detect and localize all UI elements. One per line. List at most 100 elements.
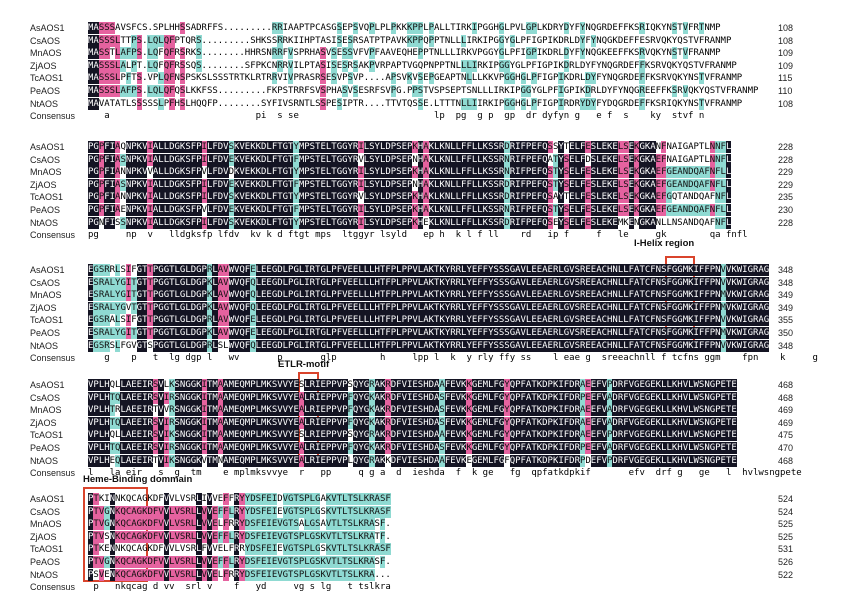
residue: K [439, 289, 445, 302]
residue: V [163, 493, 170, 505]
residue: E [547, 327, 553, 339]
residue: N [455, 98, 462, 109]
residue: A [217, 276, 224, 289]
residue: G [282, 530, 289, 543]
residue: E [536, 276, 543, 289]
residue: G [747, 314, 753, 327]
residue: A [293, 23, 299, 33]
residue: L [488, 442, 494, 454]
residue: K [428, 178, 435, 191]
residue: P [298, 568, 305, 581]
residue: G [342, 216, 348, 229]
residue: S [185, 141, 191, 153]
residue: T [331, 216, 337, 229]
residue: R [639, 22, 645, 34]
residue: N [715, 339, 721, 352]
residue: L [363, 301, 370, 314]
residue: K [731, 339, 737, 352]
residue: F [720, 153, 726, 166]
residue: P [531, 72, 537, 85]
residue: P [93, 429, 99, 442]
residue: I [266, 568, 272, 581]
consensus-residue: d [152, 582, 159, 593]
consensus-residue: r [369, 230, 375, 241]
consensus-residue: v [233, 230, 240, 241]
residue: K [671, 404, 678, 417]
consensus-residue: g [190, 353, 197, 364]
consensus-residue: l [320, 582, 326, 593]
residue: R [579, 301, 586, 314]
residue: F [152, 530, 159, 543]
residue: D [558, 35, 564, 46]
residue: K [634, 166, 640, 179]
residue: V [725, 289, 732, 302]
residue: M [244, 429, 251, 442]
residue: T [331, 191, 337, 204]
residue: . [217, 86, 224, 96]
residue: I [677, 154, 683, 165]
residue: V [277, 73, 283, 84]
residue: S [298, 430, 305, 441]
residue: E [585, 216, 591, 229]
residue: S [196, 59, 202, 72]
residue: W [693, 429, 699, 442]
residue: L [304, 429, 310, 442]
residue: S [174, 404, 180, 417]
residue: A [525, 442, 532, 454]
residue: G [363, 391, 370, 404]
residue: G [634, 416, 640, 429]
consensus-residue: c [131, 582, 137, 593]
consensus-residue: d [563, 468, 570, 479]
residue: K [255, 141, 262, 153]
residue: S [212, 73, 218, 84]
residue: P [390, 327, 397, 339]
consensus-residue: h [428, 468, 435, 479]
residue: R [169, 442, 175, 454]
residue: S [152, 379, 159, 391]
consensus-residue: l [493, 230, 499, 241]
residue: K [688, 314, 694, 327]
residue: L [617, 166, 624, 179]
residue: D [547, 23, 553, 33]
residue: V [206, 568, 213, 581]
residue: P [434, 60, 440, 71]
residue: L [196, 493, 202, 505]
residue: P [406, 204, 413, 216]
residue: I [201, 141, 207, 153]
residue: E [601, 191, 608, 204]
residue: R [115, 405, 121, 416]
residue: Y [558, 166, 564, 179]
end-position: 525 [778, 531, 794, 542]
residue: K [439, 166, 445, 179]
residue: F [282, 48, 289, 59]
residue: D [277, 327, 283, 339]
residue: K [558, 60, 564, 71]
residue: L [461, 264, 467, 276]
consensus-residue: p [320, 230, 326, 241]
residue: G [185, 442, 191, 454]
residue: S [493, 216, 499, 229]
residue: L [477, 86, 483, 96]
residue: A [698, 166, 705, 179]
consensus: l la eir s g tm e mplmksvvye r pp q g a … [88, 467, 802, 479]
consensus-residue: k [190, 230, 197, 241]
consensus-residue: s [385, 230, 391, 241]
residue: L [120, 442, 126, 454]
residue: E [212, 530, 218, 543]
residue: S [261, 48, 267, 59]
residue: V [396, 98, 402, 109]
residue: S [369, 216, 375, 229]
residue: K [196, 429, 202, 442]
residue: A [136, 494, 143, 504]
sequence-name: CsAOS [30, 35, 61, 46]
residue: G [271, 276, 278, 289]
residue: G [434, 73, 440, 84]
consensus-residue: y [363, 230, 370, 241]
consensus-residue: f [563, 230, 570, 241]
residue: A [223, 416, 229, 429]
consensus-residue: f [666, 468, 672, 479]
residue: S [136, 85, 143, 97]
residue: V [142, 141, 148, 153]
residue: L [617, 327, 624, 339]
residue: I [147, 178, 153, 191]
